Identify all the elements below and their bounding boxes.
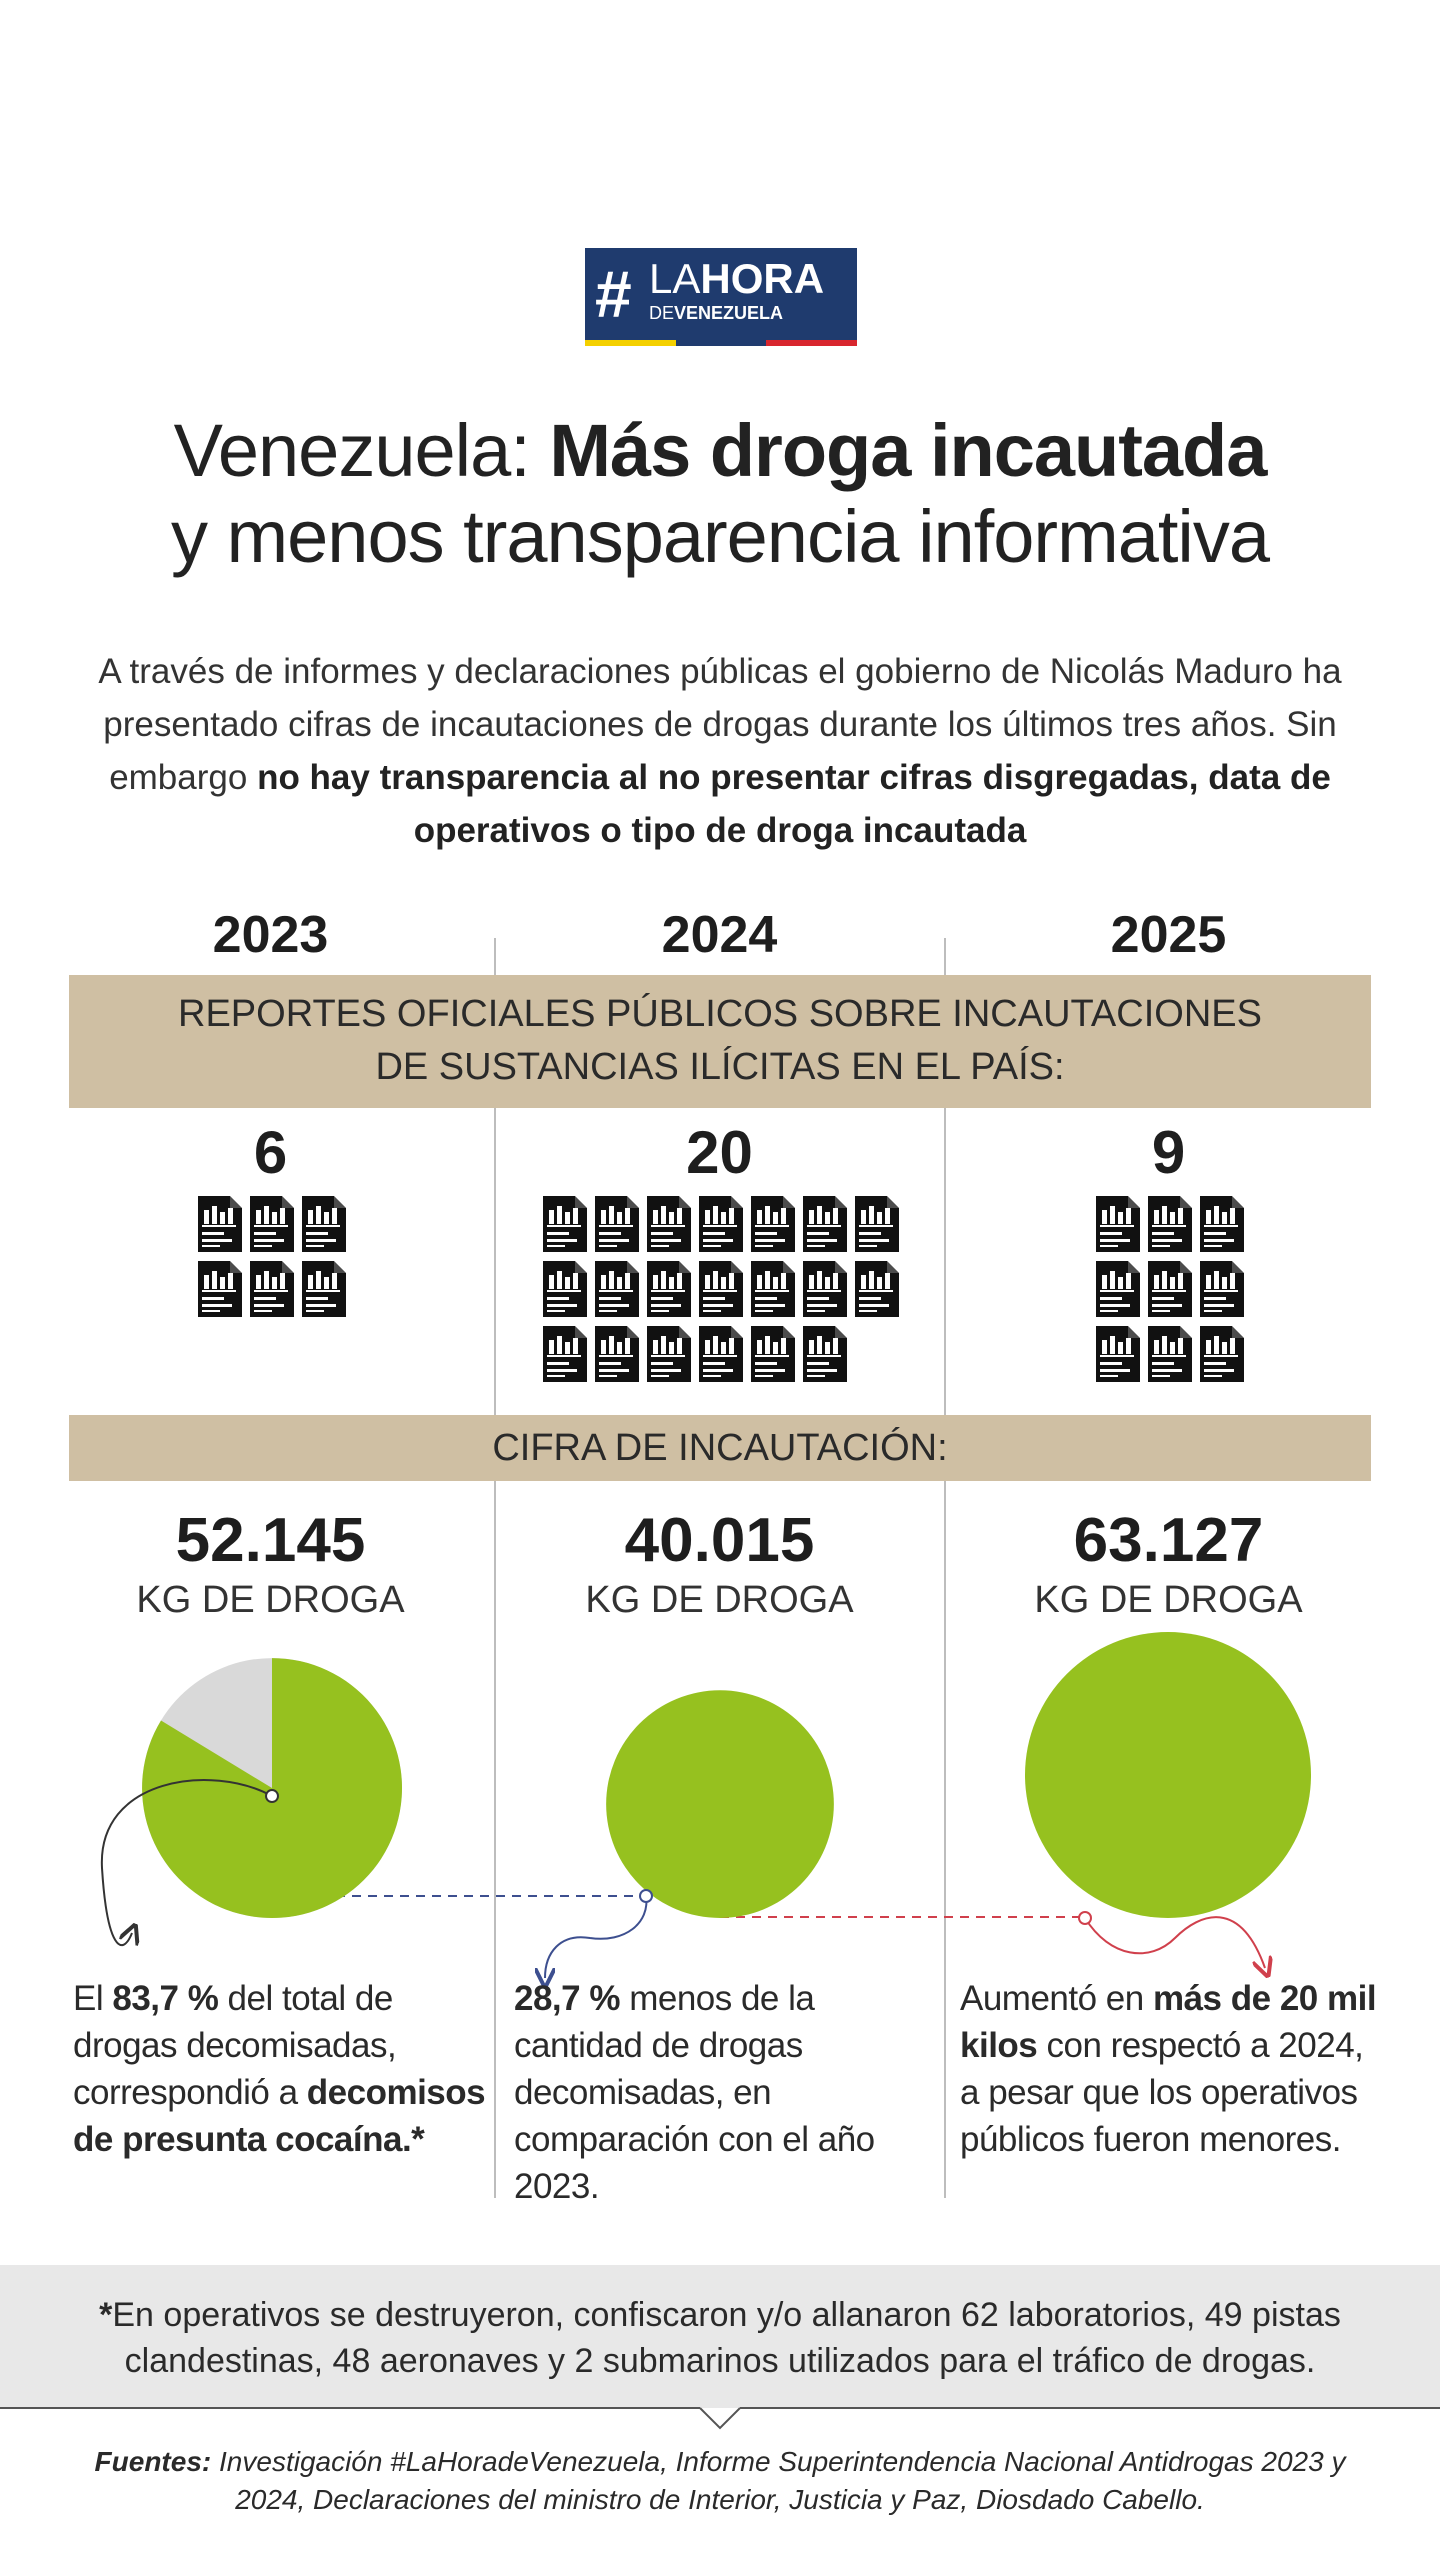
report-document-icon [853,1196,899,1252]
seizure-unit: KG DE DROGA [1034,1579,1303,1621]
reports-band-line2: DE SUSTANCIAS ILÍCITAS EN EL PAÍS: [375,1046,1065,1088]
logo: # LAHORA DEVENEZUELA [585,248,858,346]
report-document-icon [300,1196,346,1252]
note-2024: 28,7 % menos de la cantidad de drogas de… [514,1979,875,2206]
report-document-icon [697,1196,743,1252]
note-2023: El 83,7 % del total de drogas decomisada… [73,1979,486,2159]
report-icons-2023 [196,1196,346,1317]
report-document-icon [248,1196,294,1252]
seizure-unit: KG DE DROGA [585,1579,854,1621]
logo-flag-stripe [585,340,858,346]
seizure-band: CIFRA DE INCAUTACIÓN: [69,1415,1371,1481]
column-divider [944,938,946,2198]
report-document-icon [1198,1196,1244,1252]
report-document-icon [1146,1261,1192,1317]
report-document-icon [1094,1196,1140,1252]
year-label: 2024 [661,906,778,964]
report-document-icon [697,1326,743,1382]
report-document-icon [1198,1261,1244,1317]
footnote-pointer [0,2407,1440,2430]
report-document-icon [801,1196,847,1252]
seizure-unit: KG DE DROGA [136,1579,405,1621]
report-document-icon [1146,1326,1192,1382]
report-document-icon [801,1326,847,1382]
report-document-icon [593,1196,639,1252]
seizure-circle-2024 [606,1690,834,1918]
report-document-icon [749,1261,795,1317]
report-document-icon [248,1261,294,1317]
report-document-icon [749,1196,795,1252]
annotation-dot-2023 [265,1789,279,1804]
seizure-circle-2025 [1025,1632,1311,1918]
report-document-icon [801,1261,847,1317]
page-title: Venezuela: Más droga incautada y menos t… [170,409,1270,578]
report-icons-2025 [1094,1196,1244,1382]
report-document-icon [593,1261,639,1317]
footnote-text: *En operativos se destruyeron, confiscar… [99,2296,1341,2380]
report-document-icon [196,1261,242,1317]
report-document-icon [645,1261,691,1317]
seizure-value: 63.127 [1073,1506,1264,1575]
logo-hash: # [595,257,632,331]
report-count: 9 [1151,1119,1186,1186]
year-label: 2025 [1110,906,1227,964]
annotation-dot-2025 [1078,1911,1092,1925]
annotation-arrow-2024 [545,1895,648,1978]
report-document-icon [645,1196,691,1252]
report-document-icon [300,1261,346,1317]
report-document-icon [645,1326,691,1382]
report-document-icon [1198,1326,1244,1382]
sources: Fuentes: Investigación #LaHoradeVenezuel… [94,2446,1346,2515]
report-document-icon [541,1261,587,1317]
report-document-icon [697,1261,743,1317]
logo-line1: LAHORA [649,255,825,302]
report-icons-2024 [541,1196,899,1382]
pie-slice-cocaine-2023 [142,1658,403,1918]
seizure-value: 40.015 [624,1506,815,1575]
report-count: 6 [253,1119,288,1186]
annotation-dot-2024 [639,1889,653,1903]
report-document-icon [1094,1261,1140,1317]
report-document-icon [1094,1326,1140,1382]
report-document-icon [541,1326,587,1382]
report-document-icon [593,1326,639,1382]
year-label: 2023 [212,906,329,964]
logo-line2: DEVENEZUELA [649,303,784,323]
report-document-icon [1146,1196,1192,1252]
reports-band-line1: REPORTES OFICIALES PÚBLICOS SOBRE INCAUT… [178,993,1262,1035]
note-2025: Aumentó en más de 20 mil kilos con respe… [960,1979,1377,2159]
report-count: 20 [686,1119,753,1186]
intro-paragraph: A través de informes y declaraciones púb… [98,652,1342,850]
column-divider [494,938,496,2198]
report-document-icon [853,1261,899,1317]
seizure-value: 52.145 [175,1506,366,1575]
report-document-icon [749,1326,795,1382]
annotation-arrow-2025 [1084,1916,1265,1968]
footnote-box [0,2265,1440,2408]
seizure-band-label: CIFRA DE INCAUTACIÓN: [492,1427,948,1469]
reports-band: REPORTES OFICIALES PÚBLICOS SOBRE INCAUT… [69,975,1371,1108]
report-document-icon [541,1196,587,1252]
report-document-icon [196,1196,242,1252]
seizure-circles-chart [100,1632,1311,2000]
annotation-arrow-2023 [100,1779,273,1947]
